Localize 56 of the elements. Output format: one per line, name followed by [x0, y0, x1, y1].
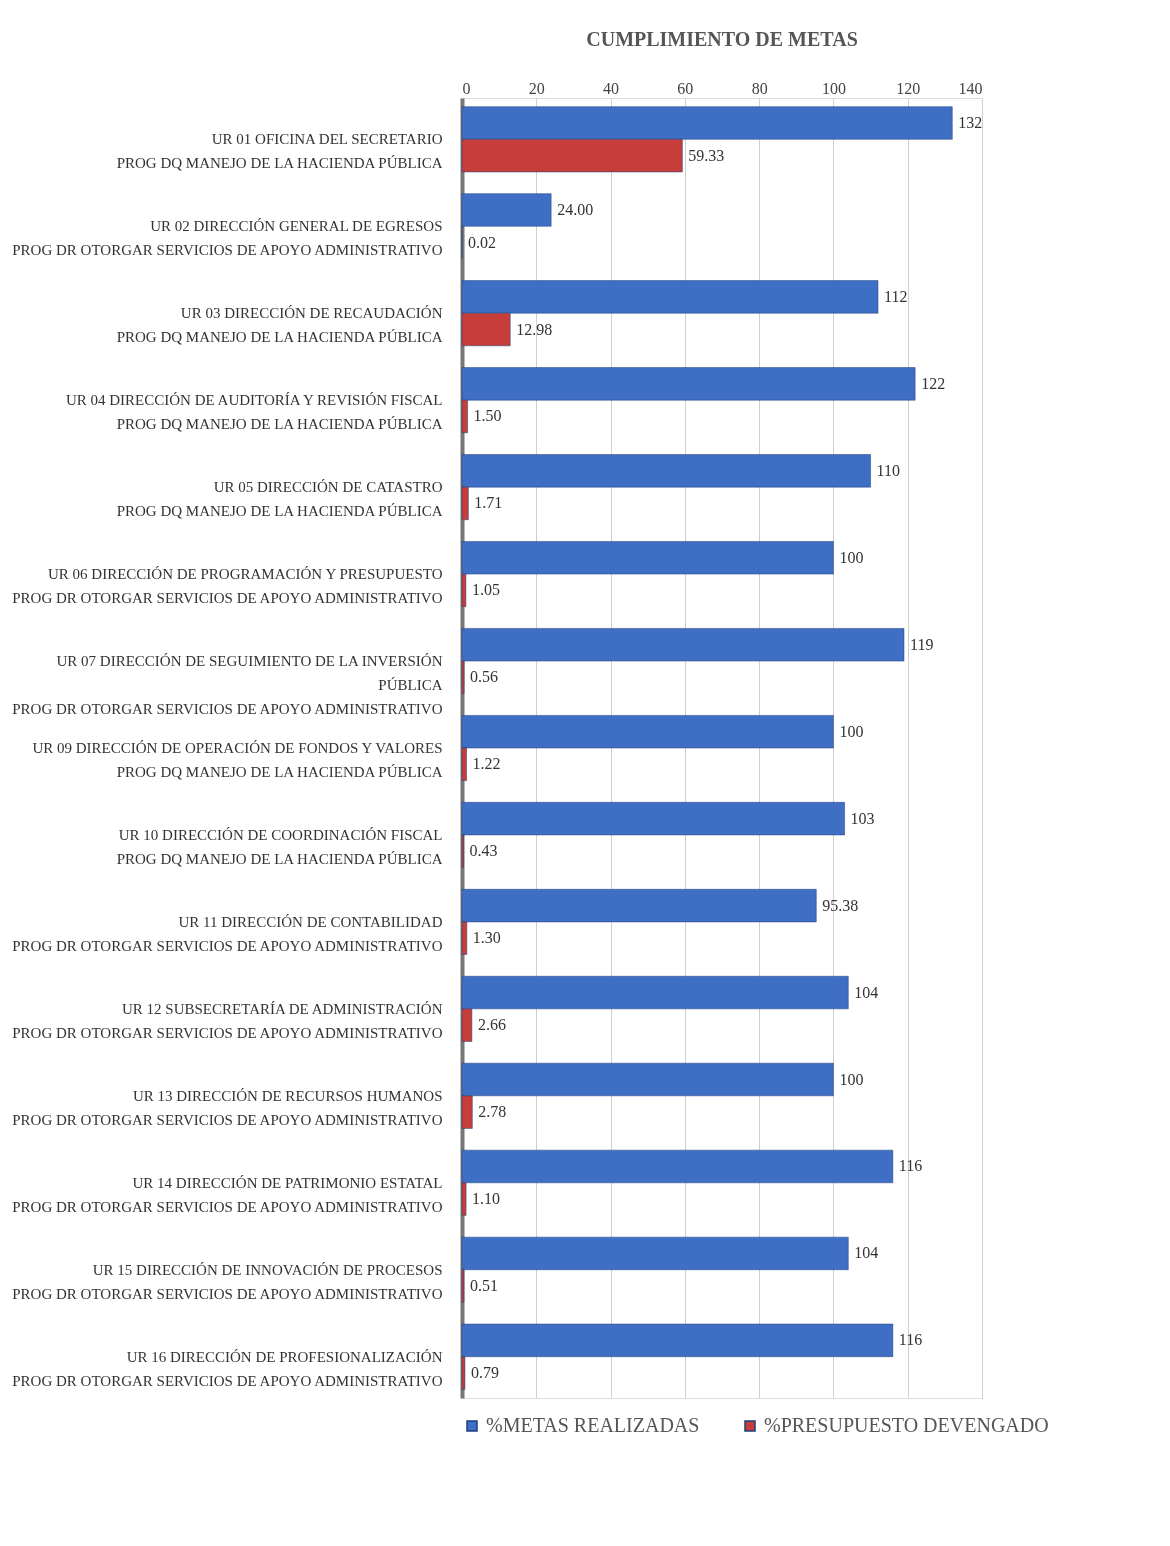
x-tick-label: 20: [528, 79, 545, 97]
data-label: 0.02: [468, 233, 497, 251]
y-tick-label: UR 13 DIRECCIÓN DE RECURSOS HUMANOS PROG DR OTORGAR SERVICIOS DE APOYO ADMINISTRATIVO: [12, 1087, 443, 1128]
y-tick-label: UR 09 DIRECCIÓN DE OPERACIÓN DE FONDOS Y VALORES PROG DQ MANEJO DE LA HACIENDA PÚBLICA: [32, 740, 443, 780]
data-label: 112: [884, 287, 908, 305]
data-label: 0.56: [470, 668, 499, 686]
y-tick-label: UR 03 DIRECCIÓN DE RECAUDACIÓN PROG DQ MANEJO DE LA HACIENDA PÚBLICA: [116, 305, 443, 346]
data-label: 100: [839, 722, 864, 740]
y-tick-label: UR 04 DIRECCIÓN DE AUDITORÍA Y REVISIÓN FISCAL PROG DQ MANEJO DE LA HACIENDA PÚBLICA: [65, 392, 443, 433]
y-tick-label: UR 10 DIRECCIÓN DE COORDINACIÓN FISCAL PROG DQ MANEJO DE LA HACIENDA PÚBLICA: [116, 826, 443, 867]
data-label: 2.78: [478, 1103, 507, 1121]
data-label: 1.22: [472, 755, 501, 773]
legend-label: %PRESUPUESTO DEVENGADO: [764, 1414, 1049, 1436]
data-label: 0.79: [470, 1364, 499, 1381]
data-label: 1.71: [474, 494, 503, 512]
data-label: 104: [854, 983, 879, 1001]
data-label: 132: [958, 114, 983, 131]
x-tick-label: 140: [958, 79, 983, 97]
data-label: 59.33: [688, 146, 725, 164]
data-label: 116: [898, 1157, 923, 1175]
x-tick-label: 60: [677, 79, 694, 97]
data-label: 1.50: [473, 407, 502, 425]
data-label: 1.30: [472, 929, 501, 947]
data-label: 116: [898, 1331, 923, 1349]
legend-label: %METAS REALIZADAS: [486, 1414, 700, 1436]
data-label: 0.43: [469, 842, 498, 860]
data-label: 12.98: [516, 320, 553, 338]
data-label: 2.66: [477, 1016, 506, 1034]
x-tick-label: 40: [603, 79, 620, 97]
data-label: 95.38: [822, 896, 859, 914]
x-tick-label: 100: [821, 79, 846, 97]
data-label: 119: [910, 635, 934, 653]
data-label: 103: [850, 809, 875, 827]
data-label: 100: [839, 548, 864, 566]
y-tick-label: UR 12 SUBSECRETARÍA DE ADMINISTRACIÓN PROG DR OTORGAR SERVICIOS DE APOYO ADMINISTRATIVO: [12, 1000, 443, 1041]
y-tick-label: UR 01 OFICINA DEL SECRETARIO PROG DQ MANEJO DE LA HACIENDA PÚBLICA: [116, 131, 443, 172]
data-label: 104: [854, 1244, 879, 1262]
data-label: 122: [921, 374, 946, 392]
y-tick-label: UR 15 DIRECCIÓN DE INNOVACIÓN DE PROCESOS PROG DR OTORGAR SERVICIOS DE APOYO ADMINISTRATIVO: [12, 1261, 443, 1302]
y-tick-label: UR 02 DIRECCIÓN GENERAL DE EGRESOS PROG DR OTORGAR SERVICIOS DE APOYO ADMINISTRATIVO: [12, 218, 443, 259]
chart-title: CUMPLIMIENTO DE METAS: [586, 28, 858, 50]
data-label: 1.05: [471, 581, 500, 599]
x-tick-label: 80: [751, 79, 768, 97]
y-tick-label: UR 14 DIRECCIÓN DE PATRIMONIO ESTATAL PROG DR OTORGAR SERVICIOS DE APOYO ADMINISTRATIVO: [12, 1174, 443, 1215]
data-label: 110: [876, 461, 900, 479]
x-tick-label: 120: [896, 79, 921, 97]
data-label: 100: [839, 1070, 864, 1088]
y-tick-label: UR 16 DIRECCIÓN DE PROFESIONALIZACIÓN PROG DR OTORGAR SERVICIOS DE APOYO ADMINISTRATIVO: [12, 1348, 443, 1389]
data-label: 1.10: [472, 1190, 501, 1208]
y-tick-label: UR 07 DIRECCIÓN DE SEGUIMIENTO DE LA INVERSIÓN PÚBLICA PROG DR OTORGAR SERVICIOS DE APOYO ADMINISTRATIVO: [12, 653, 443, 718]
y-tick-label: UR 06 DIRECCIÓN DE PROGRAMACIÓN Y PRESUPUESTO PROG DR OTORGAR SERVICIOS DE APOYO ADMINISTRATIVO: [12, 566, 443, 607]
data-label: 24.00: [557, 200, 594, 218]
data-label: 0.51: [469, 1277, 498, 1295]
y-tick-label: UR 11 DIRECCIÓN DE CONTABILIDAD PROG DR OTORGAR SERVICIOS DE APOYO ADMINISTRATIVO: [12, 913, 443, 954]
y-tick-label: UR 05 DIRECCIÓN DE CATASTRO PROG DQ MANEJO DE LA HACIENDA PÚBLICA: [116, 479, 443, 520]
x-tick-label: 0: [462, 79, 471, 97]
